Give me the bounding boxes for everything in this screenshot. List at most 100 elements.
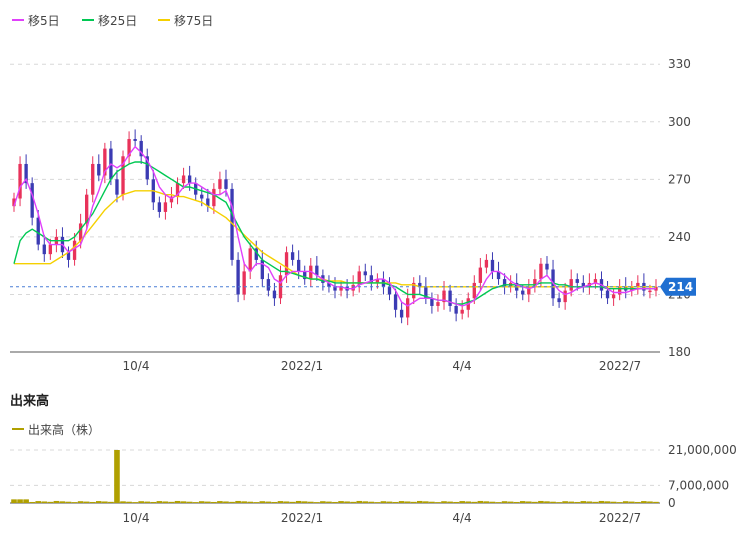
candle [605,281,610,305]
candle-body [351,284,355,291]
legend-label-ma25: 移25日 [98,14,137,28]
candle-body [581,282,585,287]
candle [533,269,537,293]
volume-bar [423,501,429,503]
candle [357,265,361,293]
candle [309,257,313,287]
candle [636,275,640,295]
volume-y-tick-label: 0 [668,496,676,510]
candle [78,213,83,249]
candle-body [218,179,222,189]
volume-bar [229,501,235,503]
volume-bar [350,501,356,503]
volume-bar [326,501,332,503]
legend-label-volume: 出来高（株） [28,422,100,437]
candle-body [206,198,210,207]
volume-x-tick-label: 2022/1 [281,511,323,525]
candle-body [448,290,452,306]
candle-body [442,290,446,303]
volume-bar [108,501,114,503]
candle-body [181,175,186,184]
candle-body [496,271,501,280]
volume-title: 出来高 [10,393,49,409]
candle-body [327,282,331,287]
candle [315,256,319,282]
volume-bar [441,501,447,503]
price-y-tick-label: 240 [668,230,691,244]
candle [163,194,168,220]
candle-body [363,271,367,276]
candle-body [412,282,416,299]
candle-body [85,194,89,224]
candle-body [569,279,573,291]
ma25-line [13,161,656,305]
volume-bar [538,500,544,503]
volume-bar [641,501,647,503]
candlesticks [12,129,658,326]
candle-body [424,286,428,299]
candle [654,279,658,297]
volume-bar [380,501,387,503]
volume-bar [332,501,338,503]
volume-bar [138,501,144,503]
candle-body [290,252,295,260]
volume-x-tick-label: 4/4 [452,511,471,525]
candle [484,254,489,274]
volume-bar [362,501,369,503]
candle-body [436,302,440,306]
candle-body [406,298,410,318]
candle-body [284,252,289,276]
candle-body [18,163,22,199]
candle [18,156,22,207]
candle-body [611,294,616,299]
candle [418,275,422,295]
candle [169,186,174,209]
volume-bar [453,501,459,503]
candle-body [617,286,622,295]
legend-label-ma5: 移5日 [28,14,60,28]
candle [539,257,543,287]
candle [290,244,295,266]
candle-body [169,196,174,203]
volume-x-tick-label: 10/4 [123,511,150,525]
volume-bar [211,501,217,503]
volume-bar [156,501,163,503]
volume-bar [144,501,151,503]
candle [36,210,40,251]
candle-body [187,175,192,184]
price-grid [10,63,660,353]
candle [496,261,501,285]
volume-bar [17,499,23,503]
volume-bar [410,501,417,503]
volume-bar [459,501,465,503]
volume-bar [435,502,441,503]
volume-bar [150,501,157,503]
candle-body [545,263,549,270]
candle [424,277,428,305]
price-y-tick-label: 330 [668,57,691,71]
candle [103,142,107,184]
volume-bar [604,501,611,503]
volume-bar [392,501,399,503]
candle-body [133,139,137,141]
volume-bar [289,501,296,503]
candle-body [242,271,246,295]
volume-bar [386,501,393,503]
candle-body [430,298,434,306]
candle [60,227,65,258]
candle [145,148,149,186]
volume-bar [544,501,550,503]
price-x-tick-label: 4/4 [452,359,471,373]
candle-body [272,290,277,299]
candle [12,192,16,212]
candle [248,242,252,280]
candle-body [303,271,307,280]
volume-bar [89,501,96,503]
candle-body [527,286,531,295]
volume-bar [47,501,54,503]
candle-body [212,188,216,207]
candle-body [248,248,252,272]
candle [624,277,628,299]
volume-bar [198,501,205,503]
